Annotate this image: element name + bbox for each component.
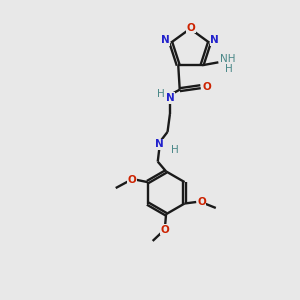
Text: O: O xyxy=(128,175,136,185)
Text: NH: NH xyxy=(220,54,236,64)
Text: O: O xyxy=(186,22,195,32)
Text: O: O xyxy=(202,82,211,92)
Text: N: N xyxy=(161,35,170,45)
Text: N: N xyxy=(155,139,164,149)
Text: N: N xyxy=(166,93,174,103)
Text: O: O xyxy=(160,225,169,235)
Text: O: O xyxy=(197,197,206,207)
Text: H: H xyxy=(157,89,165,99)
Text: N: N xyxy=(210,35,219,45)
Text: H: H xyxy=(225,64,232,74)
Text: H: H xyxy=(171,145,178,155)
